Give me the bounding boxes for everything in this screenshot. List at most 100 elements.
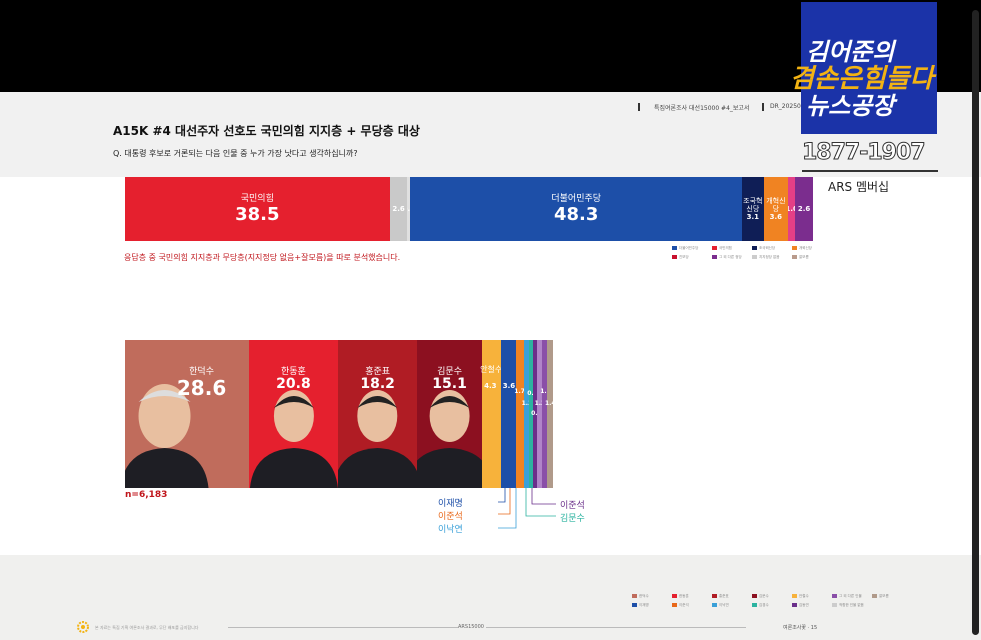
candidate-value-small: 0.9: [527, 390, 538, 397]
footer-legend-swatch: [672, 603, 677, 607]
sample-size: n=6,183: [125, 490, 168, 500]
candidate-name: 한동훈: [281, 367, 306, 377]
logo-text-3: 뉴스공장: [806, 92, 895, 120]
callout-lee-jaemyung: 이재명: [438, 499, 463, 509]
legend-label: 개혁신당: [799, 246, 812, 250]
callout-lines: [498, 488, 556, 529]
doc-code: DR_202504: [770, 103, 805, 110]
candidate-segment-small: [546, 340, 553, 488]
candidate-value-small: 1.1: [540, 388, 551, 395]
ars-membership-label: ARS 멤버십: [828, 180, 890, 194]
footer-legend-label: 잘모름: [879, 594, 889, 598]
window-edge: [972, 10, 979, 635]
logo-text-1: 김어준의: [806, 38, 895, 66]
party-segment-label: 개혁신당: [766, 197, 786, 213]
footer-legend-swatch: [752, 594, 757, 598]
footer-legend-swatch: [632, 603, 637, 607]
party-segment: 더불어민주당 48.3: [410, 177, 743, 241]
legend-swatch: [792, 246, 797, 250]
footer-legend-label: 김문수: [759, 594, 769, 598]
party-support-bar: 국민의힘38.52.60.4더불어민주당48.3조국혁신당3.1개혁신당3.61…: [125, 177, 813, 241]
candidate-segment-small: [516, 340, 524, 488]
candidate-segment-small: [482, 340, 501, 488]
footer-legend-swatch: [752, 603, 757, 607]
slide-footer-band: [0, 555, 981, 640]
candidate-segment-small: [536, 340, 543, 488]
candidate-name: 홍준표: [365, 367, 391, 377]
party-segment-value: 2.6: [392, 205, 405, 213]
footer-legend-swatch: [832, 594, 837, 598]
phone-underline: [802, 170, 938, 172]
footer-legend-label: 안철수: [799, 594, 809, 598]
footer-legend-label: 이재명: [639, 603, 649, 607]
party-segment-value: 48.3: [554, 203, 599, 225]
footer-legend-label: 김경수: [759, 603, 769, 607]
legend-swatch: [752, 255, 757, 259]
footer-legend-swatch: [632, 594, 637, 598]
party-segment-value: 3.6: [769, 213, 783, 221]
candidate-photo: [125, 384, 209, 488]
analysis-note: 응답층 중 국민의힘 지지층과 무당층(지지정당 없음+잘모름)을 따로 분석했…: [124, 253, 401, 262]
logo-text-2: 겸손은힘들다: [790, 64, 934, 94]
candidate-segment-small: [523, 340, 530, 488]
footer-note: 본 자료는 특집 기획 여론조사 결과로, 무단 배포를 금지합니다: [95, 625, 199, 630]
party-segment: 국민의힘 38.5: [125, 177, 390, 241]
party-segment-value: 3.1: [746, 213, 760, 221]
candidate-photo: [249, 390, 338, 488]
candidate-value-small: 1.7: [514, 388, 525, 395]
footer-legend-swatch: [712, 594, 717, 598]
candidate-segment-small: [529, 340, 534, 488]
slide-title: A15K #4 대선주자 선호도 국민의힘 지지층 + 무당층 대상: [113, 124, 420, 138]
footer-rule-right: [486, 627, 746, 628]
footer-legend-label: 홍준표: [719, 594, 729, 598]
legend-label: 조국혁신당: [759, 246, 776, 250]
callout-lee-junseok: 이준석: [438, 512, 463, 522]
candidate-name: 김문수: [437, 367, 462, 377]
candidate-value-small: 1.3: [534, 400, 546, 407]
footer-legend-label: 이준석: [679, 603, 689, 607]
legend-label: 진보당: [679, 255, 689, 259]
survey-question: Q. 대통령 후보로 거론되는 다음 인물 중 누가 가장 낫다고 생각하십니까…: [113, 149, 358, 158]
legend-label: 지지정당 없음: [759, 255, 780, 259]
footer-page: 여론조사꽃 · 15: [783, 625, 818, 631]
footer-legend-swatch: [832, 603, 837, 607]
candidate-segment-small: [500, 340, 517, 488]
footer-center: ARS15000: [458, 624, 484, 630]
candidate-segment-small: [533, 340, 537, 488]
legend-swatch: [672, 246, 677, 250]
footer-legend-swatch: [672, 594, 677, 598]
footer-legend-label: 적합한 인물 없음: [839, 603, 864, 607]
legend-swatch: [712, 255, 717, 259]
callout-lee-nakyon: 이낙연: [438, 525, 463, 535]
party-segment: 2.6: [389, 177, 408, 241]
legend-swatch: [792, 255, 797, 259]
footer-legend-swatch: [792, 594, 797, 598]
report-label: 특집여론조사 대선15000 #4_보고서: [654, 105, 750, 112]
candidate-photo: [416, 390, 483, 488]
legend-swatch: [712, 246, 717, 250]
candidate-value: 20.8: [276, 376, 311, 392]
party-segment: 1.0: [788, 177, 796, 241]
party-segment-label: 국민의힘: [240, 193, 274, 204]
candidate-value: 18.2: [360, 376, 395, 392]
candidate-preference-bar: 한덕수 28.6 한동훈 20.8 홍준표 18.2 김문수 15.1 안철수 4.3 3.6 1.7…: [125, 340, 556, 488]
ars-phone-number: 1877-1907: [802, 140, 927, 166]
candidate-legend: 한덕수 이재명 한동훈 이준석 홍준표 이낙연 김문수 김경수 안철수 김동연 그 외 다른 인물 적…: [632, 594, 889, 624]
footer-legend-label: 그 외 다른 인물: [839, 594, 862, 598]
footer-rule-left: [228, 627, 458, 628]
candidate-value-small: 0.8: [531, 410, 542, 417]
footer-legend-label: 이낙연: [719, 603, 729, 607]
candidate-name-small: 안철수: [480, 365, 503, 374]
party-segment: 0.4: [407, 177, 411, 241]
footer-legend-label: 한동훈: [679, 594, 689, 598]
legend-label: 그 외 다른 정당: [719, 255, 742, 259]
news-factory-logo: [801, 2, 937, 134]
party-segment-value: 0.4: [407, 205, 411, 213]
flower-logo-icon: [77, 621, 89, 633]
party-segment-value: 2.6: [797, 205, 811, 213]
candidate-name: 한덕수: [189, 367, 214, 377]
candidate-segment-small: [542, 340, 547, 488]
party-segment-label: 조국혁신당: [743, 197, 763, 213]
header-divider: [638, 103, 640, 111]
legend-label: 더불어민주당: [679, 246, 699, 250]
